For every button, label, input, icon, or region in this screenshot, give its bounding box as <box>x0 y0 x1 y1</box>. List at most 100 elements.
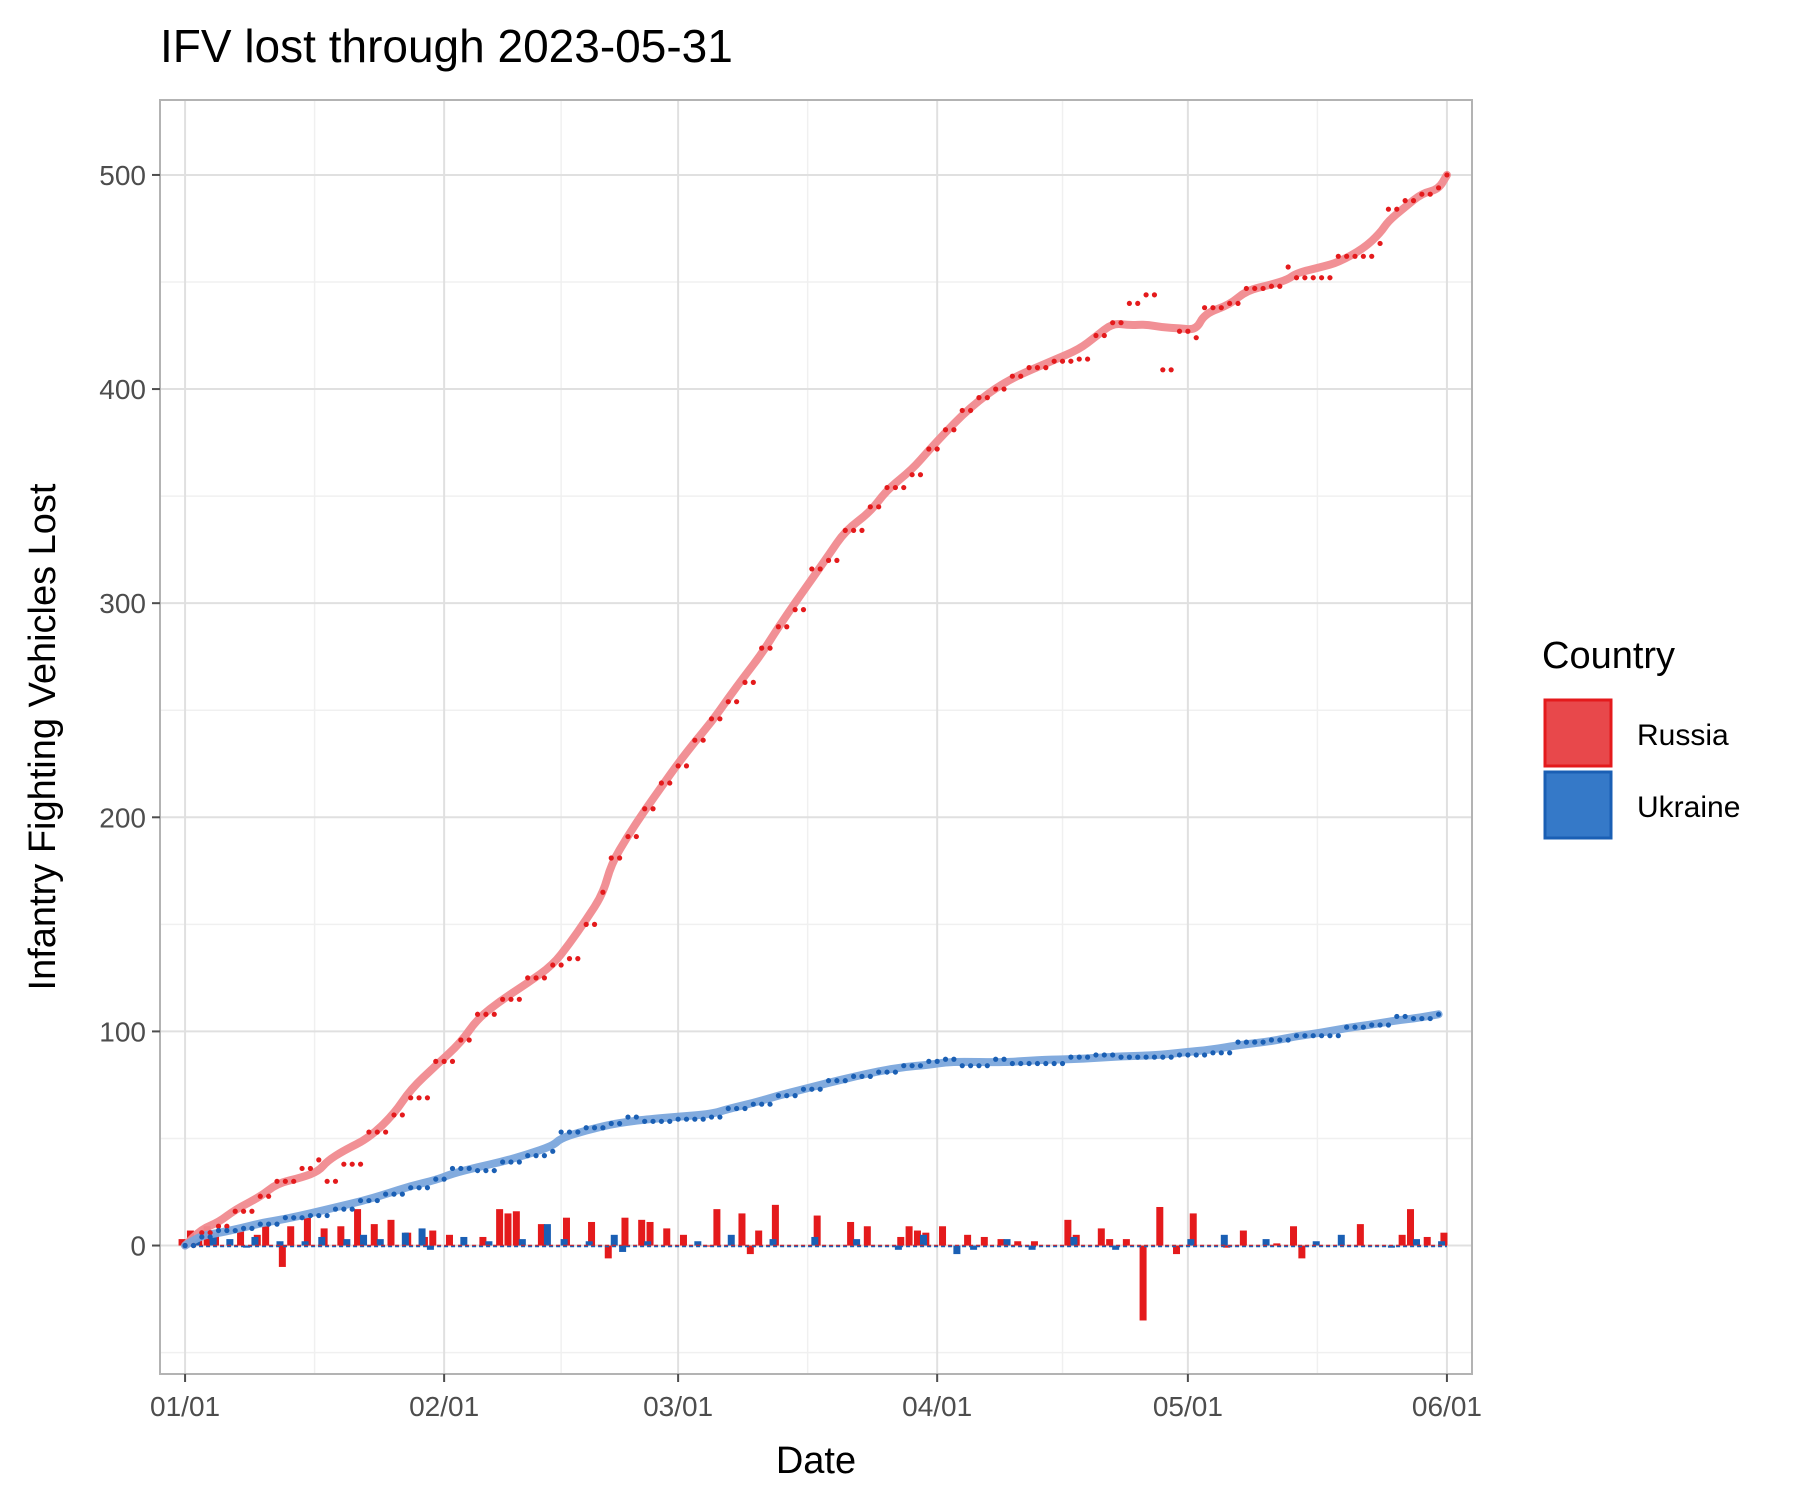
point-ukraine <box>901 1063 907 1069</box>
point-ukraine <box>717 1114 723 1120</box>
point-ukraine <box>215 1227 222 1234</box>
legend: Country Russia Ukraine <box>1542 635 1740 840</box>
point-ukraine <box>784 1093 790 1099</box>
point-ukraine <box>984 1063 990 1069</box>
point-ukraine <box>316 1212 322 1219</box>
daily-bar-russia <box>429 1230 437 1246</box>
point-russia <box>1302 275 1308 281</box>
daily-bar-ukraine <box>426 1245 434 1250</box>
point-ukraine <box>240 1225 247 1231</box>
point-ukraine <box>1385 1022 1392 1028</box>
daily-bars <box>178 1204 1448 1321</box>
point-ukraine <box>792 1093 798 1099</box>
point-ukraine <box>516 1159 522 1165</box>
point-russia <box>1059 358 1066 364</box>
point-russia <box>1068 358 1074 364</box>
point-ukraine <box>675 1116 681 1122</box>
point-ukraine <box>851 1073 857 1079</box>
point-ukraine <box>767 1101 773 1107</box>
point-ukraine <box>1084 1054 1091 1060</box>
point-russia <box>541 975 548 981</box>
point-ukraine <box>433 1176 439 1182</box>
point-ukraine <box>500 1159 506 1165</box>
daily-bar-russia <box>1156 1206 1164 1246</box>
daily-bar-russia <box>512 1211 520 1246</box>
point-russia <box>876 504 882 510</box>
point-russia <box>1143 292 1149 298</box>
point-russia <box>374 1129 380 1135</box>
point-russia <box>817 566 823 572</box>
daily-bar-ukraine <box>485 1241 493 1246</box>
point-ukraine <box>1051 1060 1057 1067</box>
point-russia <box>675 763 681 769</box>
daily-bar-ukraine <box>1028 1245 1036 1250</box>
point-russia <box>491 1011 497 1017</box>
point-russia <box>767 645 773 651</box>
point-russia <box>1018 373 1024 379</box>
point-ukraine <box>1260 1039 1266 1045</box>
point-russia <box>416 1095 422 1101</box>
legend-swatch-russia <box>1543 698 1613 768</box>
daily-bar-ukraine <box>1220 1234 1228 1246</box>
point-ukraine <box>374 1197 380 1204</box>
point-russia <box>1051 358 1057 364</box>
daily-bar-russia <box>504 1213 512 1246</box>
point-russia <box>424 1095 431 1101</box>
point-russia <box>1034 365 1041 371</box>
point-ukraine <box>892 1069 898 1075</box>
point-russia <box>1101 332 1107 339</box>
x-axis: 01/01 02/01 03/01 04/01 05/01 06/01 <box>150 1374 1482 1422</box>
point-russia <box>591 921 598 927</box>
point-russia <box>667 780 673 786</box>
point-russia <box>600 889 606 895</box>
daily-bar-russia <box>897 1236 905 1246</box>
point-ukraine <box>842 1078 848 1084</box>
point-ukraine <box>1009 1060 1015 1067</box>
daily-bar-russia <box>1273 1243 1281 1246</box>
point-ukraine <box>1318 1033 1325 1039</box>
point-russia <box>825 557 832 563</box>
point-russia <box>1402 198 1408 204</box>
point-ukraine <box>1168 1054 1174 1060</box>
point-ukraine <box>917 1063 924 1069</box>
daily-bar-russia <box>997 1239 1005 1246</box>
daily-bar-ukraine <box>694 1241 702 1246</box>
point-ukraine <box>658 1118 665 1124</box>
point-ukraine <box>1026 1060 1032 1067</box>
point-ukraine <box>399 1191 405 1197</box>
daily-bar-russia <box>1407 1209 1415 1246</box>
point-russia <box>257 1193 263 1199</box>
point-russia <box>1352 253 1358 259</box>
point-ukraine <box>876 1069 882 1075</box>
point-ukraine <box>1394 1013 1400 1020</box>
point-russia <box>449 1058 456 1064</box>
daily-bar-ukraine <box>811 1236 819 1246</box>
point-russia <box>717 716 723 722</box>
point-russia <box>1285 264 1291 270</box>
point-ukraine <box>474 1167 481 1174</box>
daily-bar-russia <box>755 1230 763 1246</box>
point-ukraine <box>1160 1054 1166 1060</box>
daily-bar-russia <box>746 1245 754 1255</box>
point-ukraine <box>867 1073 873 1079</box>
point-ukraine <box>825 1078 832 1084</box>
point-ukraine <box>1185 1052 1191 1058</box>
point-ukraine <box>466 1165 472 1172</box>
point-russia <box>1369 253 1375 259</box>
point-russia <box>917 472 924 478</box>
x-tick-label: 02/01 <box>409 1391 479 1422</box>
point-russia <box>433 1058 439 1064</box>
point-russia <box>700 737 706 743</box>
point-ukraine <box>625 1114 631 1120</box>
legend-title: Country <box>1542 635 1675 677</box>
point-russia <box>1084 356 1091 362</box>
point-ukraine <box>1227 1050 1233 1056</box>
point-ukraine <box>1018 1060 1024 1067</box>
daily-bar-russia <box>303 1217 311 1246</box>
point-ukraine <box>1176 1052 1183 1058</box>
point-russia <box>299 1165 305 1172</box>
point-russia <box>834 557 840 563</box>
point-russia <box>1293 275 1300 281</box>
point-russia <box>1277 283 1283 289</box>
daily-bar-ukraine <box>518 1239 526 1246</box>
